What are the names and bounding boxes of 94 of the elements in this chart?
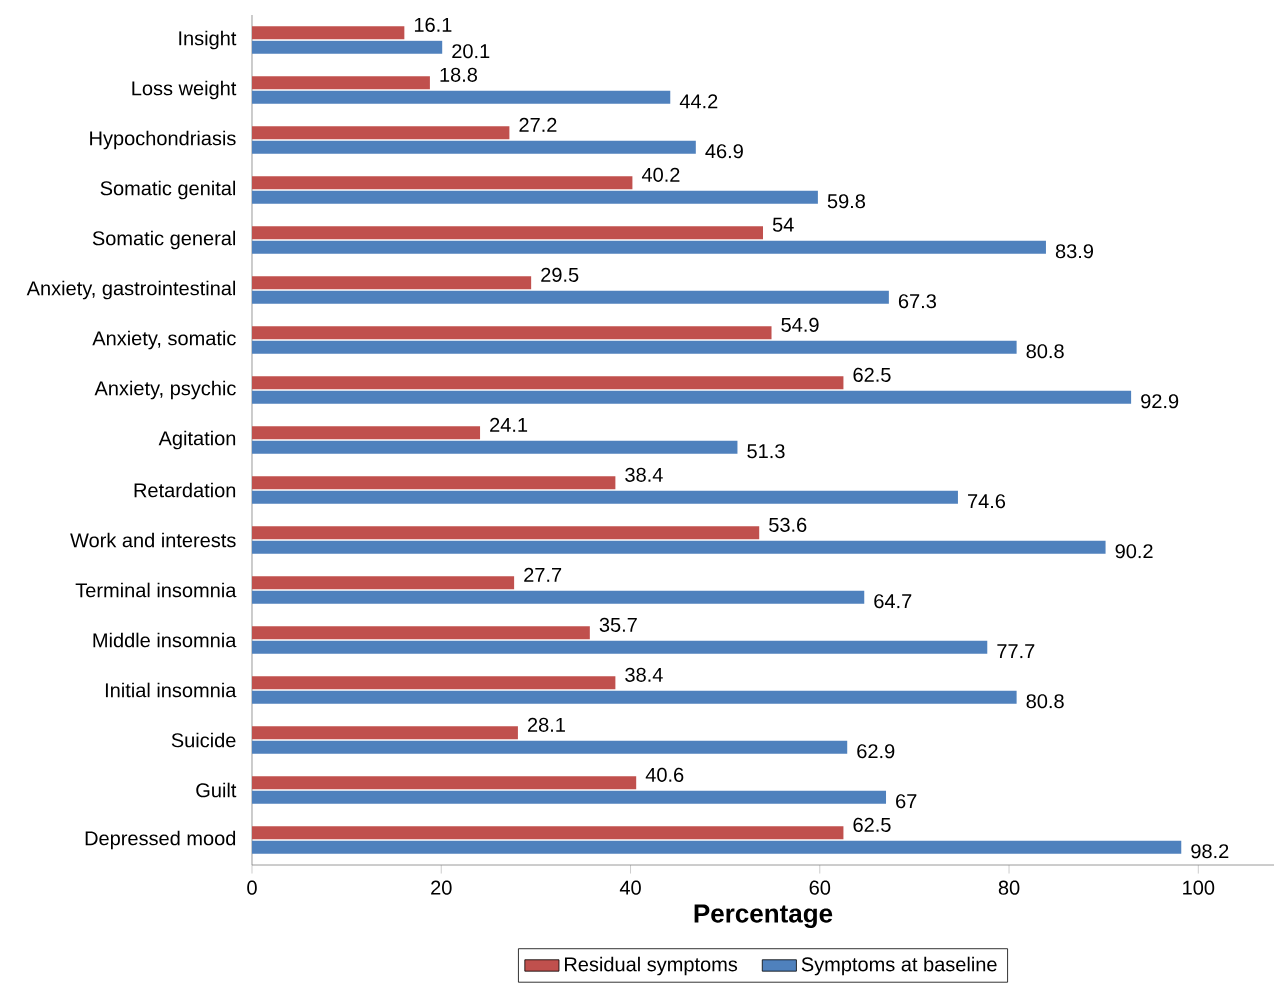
data-label: 38.4 <box>625 667 663 682</box>
x-tick-label: 80 <box>998 880 1020 895</box>
bar <box>252 540 1106 554</box>
y-tick-label: Suicide <box>171 732 236 748</box>
data-label: 98.2 <box>1191 844 1229 859</box>
data-label: 27.7 <box>524 567 562 582</box>
bar <box>252 390 1132 404</box>
bar <box>252 176 633 190</box>
bar <box>252 26 405 40</box>
x-tick-label: 20 <box>431 880 452 895</box>
legend-label: Symptoms at baseline <box>801 956 997 976</box>
y-tick-label: Anxiety, gastrointestinal <box>26 280 236 300</box>
bar <box>252 590 865 604</box>
bar <box>252 726 518 740</box>
y-tick-label: Middle insomnia <box>93 632 237 648</box>
bar <box>252 326 772 340</box>
data-label: 74.6 <box>968 494 1006 509</box>
bar <box>252 76 430 90</box>
data-label: 67.3 <box>898 294 936 309</box>
bar <box>252 376 844 390</box>
data-label: 59.8 <box>827 194 866 209</box>
bar <box>252 490 958 504</box>
y-tick-label: Depressed mood <box>85 830 236 850</box>
data-label: 62.5 <box>853 367 891 382</box>
bar <box>252 240 1046 254</box>
y-tick-label: Initial insomnia <box>105 682 237 698</box>
x-tick-label: 60 <box>809 880 831 895</box>
bar <box>252 140 696 154</box>
data-label: 92.9 <box>1141 394 1179 409</box>
data-label: 16.1 <box>414 17 452 32</box>
data-label: 62.9 <box>857 744 895 759</box>
bar <box>252 626 590 640</box>
data-label: 24.1 <box>490 417 528 432</box>
bar <box>252 690 1017 704</box>
y-tick-label: Guilt <box>196 782 237 798</box>
bar <box>252 290 889 304</box>
y-tick-label: Somatic general <box>92 230 236 250</box>
bar <box>252 40 443 54</box>
bar <box>252 476 616 490</box>
data-label: 54 <box>772 217 794 232</box>
x-tick-label: 0 <box>247 880 257 895</box>
data-label: 90.2 <box>1115 544 1153 559</box>
data-label: 35.7 <box>599 617 637 632</box>
bar <box>252 840 1182 854</box>
data-label: 51.3 <box>747 444 785 459</box>
y-tick-label: Anxiety, psychic <box>94 380 236 400</box>
bar <box>252 276 532 290</box>
bar <box>252 126 510 140</box>
bar <box>252 526 760 540</box>
bar <box>252 340 1017 354</box>
legend-label: Residual symptoms <box>565 956 738 976</box>
bar <box>252 790 887 804</box>
bar <box>252 740 848 754</box>
y-tick-label: Somatic genital <box>100 180 236 200</box>
bar <box>252 440 738 454</box>
data-label: 53.6 <box>769 517 807 532</box>
data-label: 62.5 <box>853 817 891 832</box>
y-tick-label: Insight <box>179 30 237 50</box>
y-tick-label: Work and interests <box>70 532 236 548</box>
bar <box>252 426 481 440</box>
data-label: 46.9 <box>705 144 743 159</box>
data-label: 18.8 <box>440 67 478 82</box>
bar <box>252 226 763 240</box>
y-tick-label: Loss weight <box>132 80 237 100</box>
x-tick-label: 100 <box>1183 880 1215 895</box>
bar <box>252 826 844 840</box>
data-label: 20.1 <box>452 44 490 59</box>
bar <box>252 640 988 654</box>
bar <box>252 676 616 690</box>
data-label: 77.7 <box>997 644 1035 659</box>
bar <box>252 776 637 790</box>
x-axis-title: Percentage <box>694 904 833 928</box>
data-label: 83.9 <box>1055 244 1094 259</box>
data-label: 80.8 <box>1026 344 1064 359</box>
y-tick-label: Retardation <box>134 482 236 498</box>
data-label: 67 <box>896 794 917 809</box>
bar <box>252 576 515 590</box>
y-tick-label: Hypochondriasis <box>90 130 236 150</box>
data-label: 64.7 <box>874 594 912 609</box>
data-label: 80.8 <box>1026 694 1064 709</box>
data-label: 44.2 <box>679 94 718 109</box>
data-label: 40.2 <box>641 167 680 182</box>
y-tick-label: Agitation <box>158 430 236 450</box>
data-label: 54.9 <box>781 317 819 332</box>
data-label: 38.4 <box>625 467 663 482</box>
bar <box>252 90 671 104</box>
y-tick-label: Terminal insomnia <box>75 582 237 598</box>
y-tick-label: Anxiety, somatic <box>92 330 236 350</box>
data-label: 28.1 <box>527 717 565 732</box>
data-label: 29.5 <box>541 267 579 282</box>
data-label: 40.6 <box>645 767 684 782</box>
data-label: 27.2 <box>519 117 557 132</box>
x-tick-label: 40 <box>619 880 641 895</box>
bar <box>252 190 818 204</box>
